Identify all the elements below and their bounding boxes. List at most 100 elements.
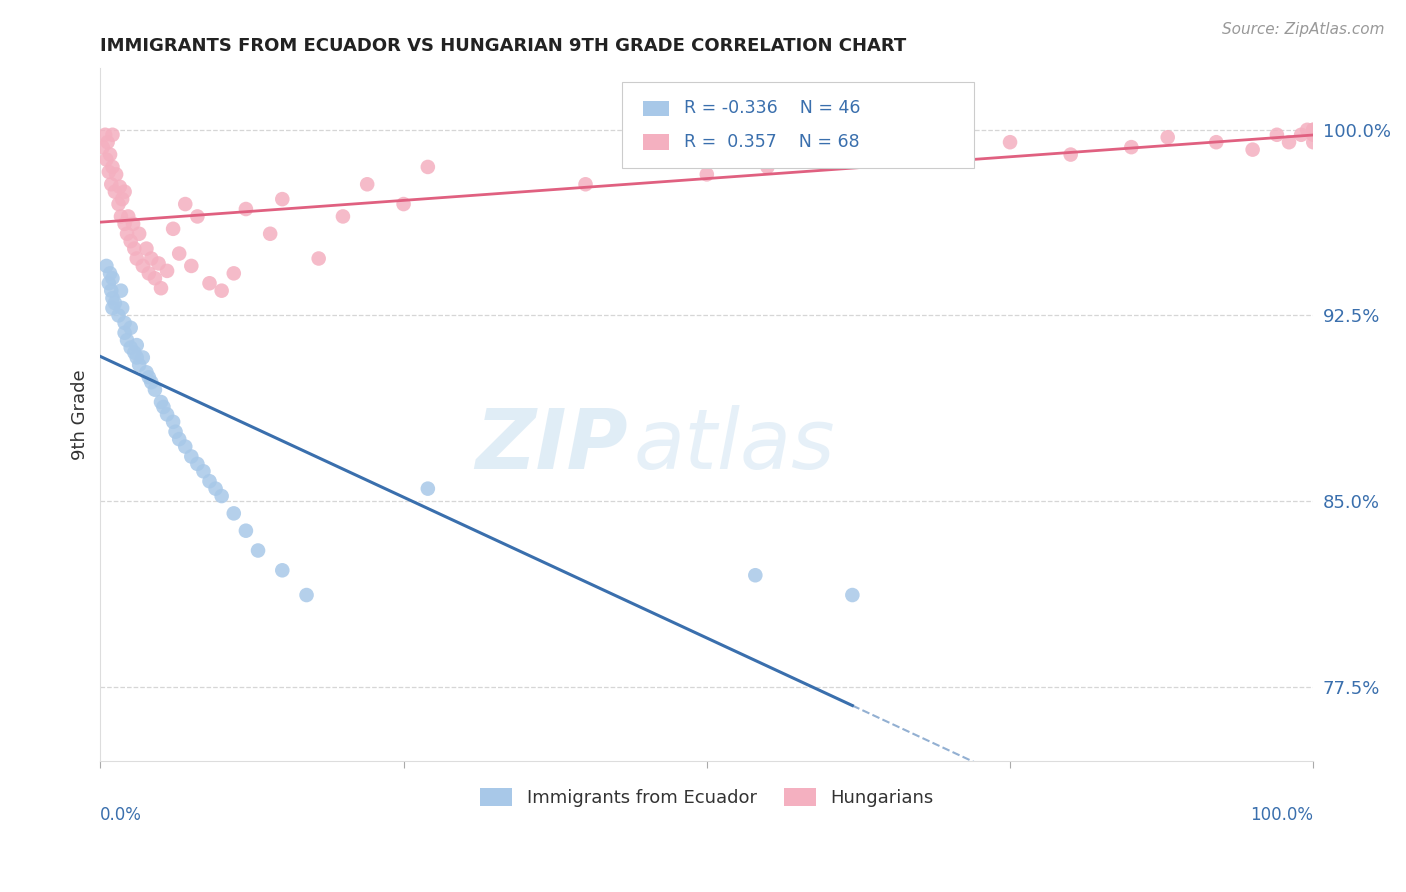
Point xyxy=(114,316,136,330)
Point xyxy=(1302,123,1324,137)
Point xyxy=(148,256,170,270)
Point xyxy=(143,383,166,397)
Point xyxy=(1121,140,1143,154)
Point xyxy=(138,266,160,280)
Point xyxy=(198,474,221,488)
Point xyxy=(138,370,160,384)
Point xyxy=(101,301,124,315)
Point xyxy=(295,588,318,602)
Point xyxy=(110,284,132,298)
Point xyxy=(125,338,148,352)
Point xyxy=(696,167,718,181)
Point xyxy=(167,246,190,260)
Text: 0.0%: 0.0% xyxy=(100,805,142,824)
Point xyxy=(122,217,145,231)
Point xyxy=(125,252,148,266)
Point xyxy=(143,271,166,285)
Point xyxy=(1302,123,1324,137)
Point xyxy=(416,482,439,496)
Point xyxy=(107,309,129,323)
Point xyxy=(104,296,127,310)
Point xyxy=(152,400,174,414)
Text: IMMIGRANTS FROM ECUADOR VS HUNGARIAN 9TH GRADE CORRELATION CHART: IMMIGRANTS FROM ECUADOR VS HUNGARIAN 9TH… xyxy=(100,37,907,55)
Point xyxy=(938,143,960,157)
Text: ZIP: ZIP xyxy=(475,405,628,486)
Point xyxy=(167,432,190,446)
Point xyxy=(235,524,257,538)
Point xyxy=(156,408,179,422)
Point xyxy=(97,135,120,149)
Point xyxy=(186,210,208,224)
Point xyxy=(841,588,863,602)
Point xyxy=(222,507,245,521)
Legend: Immigrants from Ecuador, Hungarians: Immigrants from Ecuador, Hungarians xyxy=(472,780,941,814)
Point xyxy=(150,281,173,295)
Point xyxy=(174,197,197,211)
FancyBboxPatch shape xyxy=(643,101,669,116)
Text: R =  0.357    N = 68: R = 0.357 N = 68 xyxy=(683,133,859,151)
Text: atlas: atlas xyxy=(634,405,835,486)
Point xyxy=(117,210,139,224)
Point xyxy=(162,222,184,236)
Point xyxy=(100,284,122,298)
Point xyxy=(132,351,155,365)
Point xyxy=(180,259,202,273)
Point xyxy=(135,365,157,379)
FancyBboxPatch shape xyxy=(621,82,974,169)
Point xyxy=(115,333,138,347)
Point xyxy=(211,284,233,298)
Point xyxy=(574,178,596,192)
Point xyxy=(308,252,330,266)
Point xyxy=(271,192,294,206)
Point xyxy=(1157,130,1180,145)
Point xyxy=(97,165,120,179)
Point xyxy=(416,160,439,174)
Point xyxy=(98,147,121,161)
Point xyxy=(174,440,197,454)
Point xyxy=(193,464,215,478)
Point xyxy=(1241,143,1264,157)
Point xyxy=(1205,135,1227,149)
Point xyxy=(356,178,378,192)
Point xyxy=(111,192,134,206)
Point xyxy=(247,543,270,558)
Point xyxy=(132,259,155,273)
Point xyxy=(114,217,136,231)
Point xyxy=(1302,135,1324,149)
Point xyxy=(104,185,127,199)
Point xyxy=(198,277,221,291)
Point xyxy=(1060,147,1083,161)
Point xyxy=(222,266,245,280)
Point xyxy=(100,178,122,192)
Point xyxy=(94,128,117,142)
Point xyxy=(101,271,124,285)
Point xyxy=(1296,123,1319,137)
Point xyxy=(128,227,150,241)
Point xyxy=(124,345,146,359)
Point xyxy=(1302,128,1324,142)
Point xyxy=(114,326,136,340)
Point xyxy=(101,128,124,142)
Point xyxy=(756,160,779,174)
Point xyxy=(1289,128,1312,142)
Point xyxy=(141,252,163,266)
Point xyxy=(211,489,233,503)
Point xyxy=(817,147,839,161)
Text: 100.0%: 100.0% xyxy=(1250,805,1313,824)
Point xyxy=(998,135,1021,149)
Point xyxy=(271,563,294,577)
Point xyxy=(107,197,129,211)
Point xyxy=(162,415,184,429)
Text: Source: ZipAtlas.com: Source: ZipAtlas.com xyxy=(1222,22,1385,37)
Point xyxy=(128,358,150,372)
Point xyxy=(115,227,138,241)
Point xyxy=(186,457,208,471)
Y-axis label: 9th Grade: 9th Grade xyxy=(72,369,89,459)
Point xyxy=(105,167,128,181)
Point xyxy=(165,425,187,439)
Point xyxy=(180,450,202,464)
Point xyxy=(120,320,142,334)
Point xyxy=(204,482,226,496)
FancyBboxPatch shape xyxy=(643,135,669,150)
Point xyxy=(120,234,142,248)
